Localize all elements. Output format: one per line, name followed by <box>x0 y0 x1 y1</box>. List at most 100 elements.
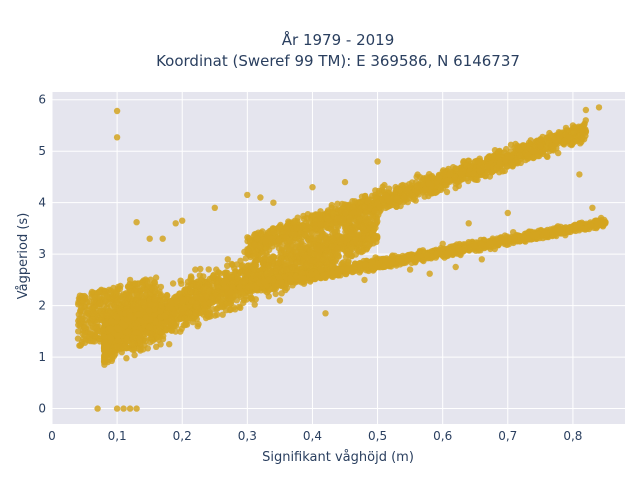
data-point <box>130 346 138 354</box>
data-point <box>204 281 211 289</box>
data-point <box>252 296 259 303</box>
data-point <box>384 259 391 266</box>
data-point <box>286 275 294 282</box>
data-point <box>227 288 235 296</box>
data-point <box>261 278 268 285</box>
data-point <box>594 219 601 227</box>
data-point <box>303 262 310 269</box>
data-point <box>532 231 540 238</box>
data-point <box>171 309 178 317</box>
data-point <box>331 228 338 235</box>
data-point <box>477 240 485 248</box>
data-point <box>351 266 358 274</box>
data-point <box>233 261 241 268</box>
data-point <box>287 252 294 259</box>
data-point <box>181 286 188 293</box>
data-point <box>157 283 165 291</box>
data-point <box>214 283 222 291</box>
data-point <box>226 306 233 314</box>
data-point <box>205 266 212 273</box>
data-point <box>165 304 172 311</box>
data-point <box>197 265 204 273</box>
data-point <box>352 251 359 258</box>
data-point <box>158 302 165 309</box>
data-point <box>311 251 318 258</box>
data-point <box>155 327 162 334</box>
data-point <box>193 282 200 289</box>
data-point <box>171 322 178 329</box>
data-point <box>272 290 279 298</box>
data-point <box>224 269 231 276</box>
data-point <box>123 355 130 362</box>
data-point <box>328 243 336 250</box>
data-point <box>300 275 308 282</box>
data-point <box>362 261 369 268</box>
data-point <box>444 249 452 256</box>
data-point <box>218 302 225 310</box>
data-point <box>206 299 213 307</box>
data-point <box>228 274 235 281</box>
data-point <box>155 336 162 343</box>
data-point <box>308 235 316 242</box>
data-point <box>510 235 518 242</box>
data-point <box>282 286 289 294</box>
data-point <box>541 228 548 235</box>
data-point <box>233 297 240 304</box>
data-point <box>356 241 363 248</box>
data-point <box>225 301 233 308</box>
data-point <box>364 235 371 242</box>
data-point <box>487 240 494 247</box>
data-point <box>406 251 413 259</box>
data-point <box>181 304 188 311</box>
data-point <box>131 351 138 359</box>
data-point <box>176 290 184 297</box>
data-point <box>142 337 149 345</box>
data-point <box>180 321 187 329</box>
data-point <box>359 224 367 232</box>
data-point <box>293 259 300 266</box>
data-point <box>213 266 220 273</box>
data-point <box>265 261 272 269</box>
data-point <box>210 306 217 313</box>
data-point <box>248 283 255 290</box>
data-point <box>250 266 258 273</box>
data-point <box>371 232 378 239</box>
data-point <box>344 265 351 272</box>
data-point <box>177 277 184 284</box>
data-point <box>265 293 272 300</box>
data-point <box>370 226 378 233</box>
data-point <box>369 258 376 266</box>
data-point <box>363 241 371 248</box>
data-point <box>329 235 337 243</box>
data-point <box>243 296 250 303</box>
data-point <box>236 283 243 291</box>
data-point <box>188 297 195 305</box>
data-point <box>227 294 234 302</box>
data-point <box>314 273 322 281</box>
data-point <box>192 309 199 317</box>
data-point <box>169 280 177 287</box>
data-point <box>308 271 315 278</box>
data-point <box>471 242 478 249</box>
data-point <box>451 250 458 257</box>
data-point <box>269 253 277 260</box>
data-point <box>162 319 170 326</box>
data-point <box>177 328 184 335</box>
data-point <box>251 301 258 308</box>
data-point <box>222 277 229 284</box>
data-point <box>215 275 223 283</box>
data-point <box>103 344 110 351</box>
data-point <box>148 330 155 338</box>
data-point <box>273 265 280 272</box>
data-point <box>334 266 341 273</box>
data-point <box>500 237 508 244</box>
data-point <box>187 288 195 295</box>
data-point <box>195 320 202 328</box>
data-point <box>342 228 349 236</box>
data-point <box>210 272 217 279</box>
data-point <box>323 237 330 244</box>
data-point <box>215 296 222 303</box>
data-point <box>187 273 195 280</box>
data-point <box>329 269 336 276</box>
